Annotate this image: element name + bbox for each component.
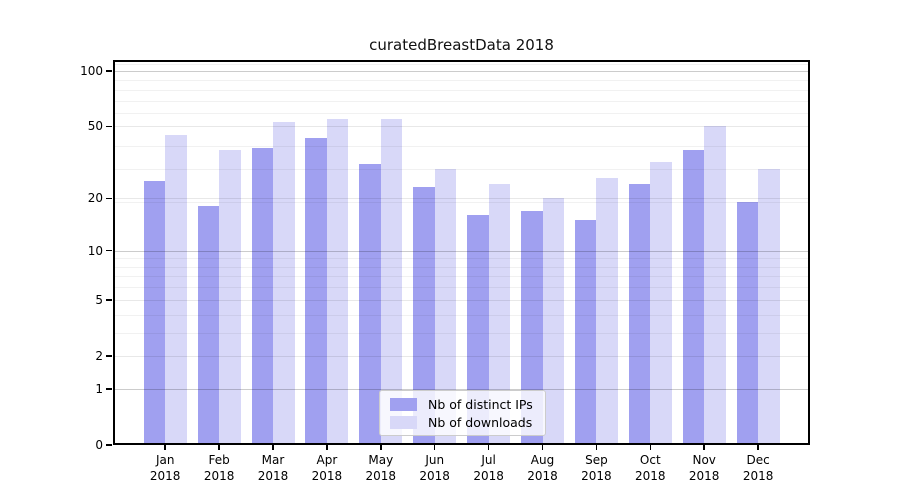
x-tick-mark: [164, 445, 166, 450]
gridline: [113, 113, 810, 115]
gridline: [113, 314, 810, 316]
legend-label-downloads: Nb of downloads: [428, 414, 533, 430]
y-tick-mark: [106, 388, 112, 390]
gridline: [113, 89, 810, 91]
x-tick-label-sep: Sep 2018: [581, 453, 612, 483]
y-tick-mark: [106, 249, 112, 252]
gridline: [113, 250, 810, 253]
gridline: [113, 266, 810, 268]
y-tick-label-5: 5: [95, 292, 103, 307]
legend-swatch-downloads: [390, 415, 417, 429]
gridline: [113, 332, 810, 334]
bar-ips-apr: [305, 138, 327, 443]
gridline: [113, 355, 810, 357]
x-tick-mark: [380, 445, 382, 450]
bar-ips-jan: [143, 180, 166, 443]
bar-downloads-oct: [650, 161, 672, 443]
legend-item-downloads: Nb of downloads: [380, 415, 545, 430]
legend: Nb of distinct IPs Nb of downloads: [379, 390, 546, 436]
x-axis-line: [113, 443, 810, 445]
bar-downloads-feb: [219, 150, 241, 443]
gridline: [113, 198, 810, 200]
gridline: [113, 169, 810, 171]
bar-downloads-aug: [542, 198, 564, 443]
gridline: [113, 146, 810, 148]
x-tick-label-may: May 2018: [365, 453, 397, 483]
gridline: [113, 276, 810, 278]
y-tick-label-10: 10: [87, 243, 103, 258]
legend-label-distinct-ips: Nb of distinct IPs: [428, 396, 533, 412]
y-axis-line: [113, 60, 115, 445]
x-tick-mark: [218, 445, 220, 450]
y-tick-label-2: 2: [95, 348, 103, 363]
legend-item-distinct-ips: Nb of distinct IPs: [380, 397, 545, 412]
x-tick-mark: [326, 445, 328, 450]
gridline: [113, 64, 810, 66]
y-tick-mark: [106, 444, 112, 446]
gridline: [113, 80, 810, 82]
bar-downloads-sep: [596, 177, 618, 443]
y-tick-mark: [106, 125, 112, 128]
x-tick-label-jul: Jul 2018: [473, 453, 504, 483]
y-tick-label-50: 50: [87, 119, 103, 134]
gridline: [113, 126, 810, 128]
y-tick-mark: [106, 197, 112, 200]
gridline: [113, 299, 810, 301]
gridline: [113, 202, 810, 204]
y-tick-label-1: 1: [95, 381, 103, 396]
x-tick-mark: [272, 445, 274, 450]
bar-ips-jun: [413, 187, 435, 443]
x-tick-mark: [757, 445, 759, 450]
bar-ips-nov: [682, 150, 705, 443]
chart-title: curatedBreastData 2018: [369, 36, 554, 54]
x-tick-label-dec: Dec 2018: [742, 453, 774, 483]
x-tick-label-feb: Feb 2018: [203, 453, 235, 483]
x-tick-mark: [595, 445, 598, 450]
y-tick-label-0: 0: [95, 438, 103, 452]
x-tick-mark: [649, 445, 652, 450]
x-tick-label-mar: Mar 2018: [257, 453, 289, 483]
bar-ips-mar: [251, 148, 273, 443]
x-tick-label-jun: Jun 2018: [419, 453, 450, 483]
x-tick-mark: [433, 445, 436, 450]
bar-ips-oct: [628, 184, 651, 443]
y-tick-mark: [106, 299, 112, 301]
bar-ips-may: [359, 164, 381, 443]
x-tick-label-nov: Nov 2018: [688, 453, 720, 483]
y-tick-mark: [106, 355, 112, 357]
x-tick-label-oct: Oct 2018: [635, 453, 666, 483]
x-tick-mark: [487, 445, 490, 450]
bar-downloads-dec: [758, 169, 780, 443]
y-tick-label-100: 100: [80, 63, 103, 78]
bar-ips-aug: [521, 210, 543, 443]
bar-downloads-may: [380, 118, 403, 443]
plot-area: [113, 60, 810, 445]
bar-ips-sep: [574, 220, 597, 443]
y-tick-label-20: 20: [87, 191, 103, 206]
bar-downloads-nov: [704, 126, 726, 443]
y-tick-mark: [106, 70, 112, 72]
x-tick-label-jan: Jan 2018: [149, 453, 181, 483]
x-tick-label-apr: Apr 2018: [311, 453, 343, 483]
spine-right: [808, 60, 810, 445]
gridline: [113, 258, 810, 260]
spine-top: [113, 60, 810, 62]
bar-ips-dec: [736, 202, 759, 443]
bar-downloads-jul: [488, 184, 511, 443]
bar-downloads-jan: [165, 134, 187, 443]
x-tick-label-aug: Aug 2018: [527, 453, 558, 483]
bar-ips-jul: [467, 215, 489, 443]
gridline: [113, 100, 810, 102]
gridline: [113, 388, 810, 391]
gridline: [113, 287, 810, 289]
bar-ips-feb: [197, 206, 220, 443]
x-tick-mark: [541, 445, 544, 450]
bar-downloads-mar: [273, 121, 295, 443]
gridline: [113, 70, 810, 73]
bar-downloads-jun: [434, 169, 457, 443]
legend-swatch-distinct-ips: [390, 397, 417, 411]
x-tick-mark: [703, 445, 705, 450]
bar-downloads-apr: [326, 118, 349, 443]
